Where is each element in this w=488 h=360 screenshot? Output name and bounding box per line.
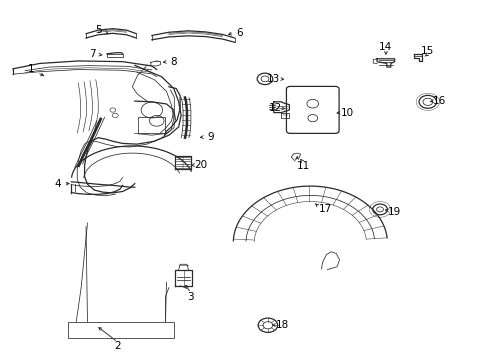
Text: 6: 6: [236, 28, 243, 38]
Text: 18: 18: [275, 320, 288, 330]
Text: 13: 13: [266, 74, 280, 84]
Text: 2: 2: [114, 341, 121, 351]
Text: 15: 15: [420, 46, 433, 56]
Text: 1: 1: [27, 64, 34, 74]
Text: 14: 14: [379, 42, 392, 51]
Text: 4: 4: [55, 179, 61, 189]
Text: 3: 3: [187, 292, 194, 302]
Text: 5: 5: [95, 25, 102, 35]
Text: 16: 16: [432, 96, 445, 106]
Text: 7: 7: [89, 49, 96, 59]
Text: 19: 19: [387, 207, 401, 217]
Text: 8: 8: [170, 57, 177, 67]
Text: 10: 10: [341, 108, 354, 118]
Text: 11: 11: [296, 161, 309, 171]
Text: 20: 20: [194, 160, 207, 170]
Text: 9: 9: [206, 132, 213, 142]
Text: 17: 17: [318, 204, 331, 215]
Bar: [68, 321, 174, 338]
Text: 12: 12: [268, 103, 282, 113]
